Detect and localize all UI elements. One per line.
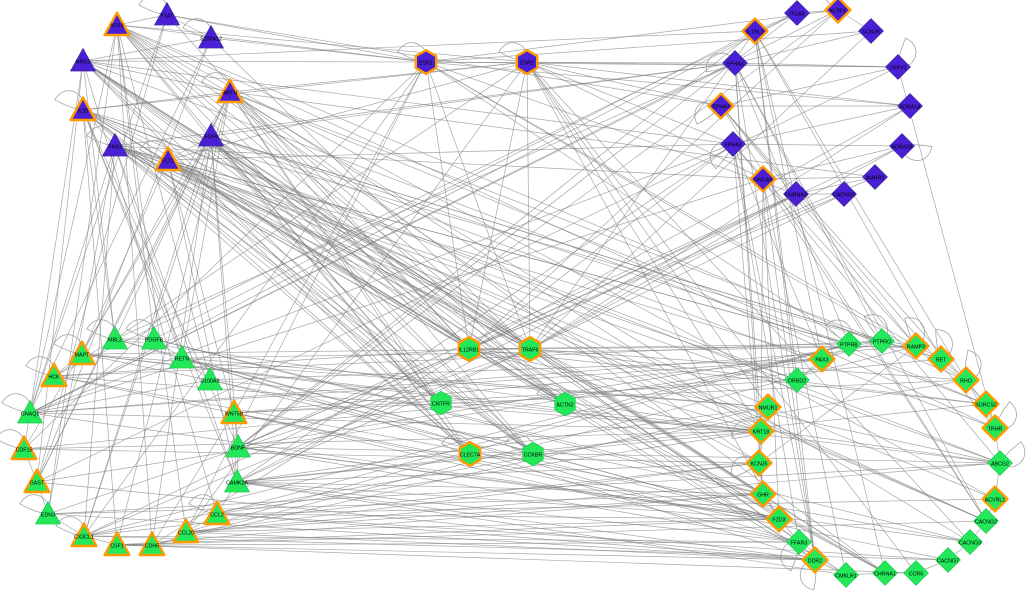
svg-text:ABCG2: ABCG2 xyxy=(991,462,1009,468)
svg-text:IL20: IL20 xyxy=(78,109,88,115)
svg-text:CMKLR1: CMKLR1 xyxy=(835,574,857,580)
svg-text:ARTN: ARTN xyxy=(223,91,237,97)
svg-text:GNAQ1: GNAQ1 xyxy=(21,412,40,418)
svg-text:ITGA8: ITGA8 xyxy=(789,12,804,18)
svg-text:TRHR: TRHR xyxy=(988,427,1003,433)
svg-text:KCNJ5: KCNJ5 xyxy=(751,462,768,468)
svg-text:TRAF6: TRAF6 xyxy=(522,348,539,354)
svg-text:ESR1: ESR1 xyxy=(419,61,433,67)
svg-text:PTPRO: PTPRO xyxy=(873,340,891,346)
svg-text:CAMK2A: CAMK2A xyxy=(226,481,248,487)
svg-text:CHRNA1: CHRNA1 xyxy=(874,572,896,578)
svg-text:KLRF1: KLRF1 xyxy=(830,9,847,15)
svg-text:PDGFB: PDGFB xyxy=(145,338,164,344)
svg-text:ORBD2: ORBD2 xyxy=(788,379,806,385)
svg-text:DDR2: DDR2 xyxy=(808,559,822,565)
svg-text:EPHA4: EPHA4 xyxy=(712,105,729,111)
svg-text:EDN3: EDN3 xyxy=(41,513,55,519)
svg-text:CCL20: CCL20 xyxy=(178,531,195,537)
svg-text:FZD3: FZD3 xyxy=(772,518,785,524)
svg-text:MAPT: MAPT xyxy=(75,353,90,359)
svg-text:CHRNA9: CHRNA9 xyxy=(785,193,807,199)
svg-text:PAX3: PAX3 xyxy=(815,358,828,364)
svg-text:CLEC7A: CLEC7A xyxy=(460,453,481,459)
svg-text:BDNF: BDNF xyxy=(231,446,246,452)
svg-text:ACTN2: ACTN2 xyxy=(556,403,573,409)
svg-text:KRT18: KRT18 xyxy=(753,430,769,436)
svg-text:CCL2: CCL2 xyxy=(210,513,224,519)
svg-text:CNTFR: CNTFR xyxy=(432,402,450,408)
svg-text:ADRA1A: ADRA1A xyxy=(899,105,921,111)
svg-text:FN81: FN81 xyxy=(109,145,122,151)
svg-text:RET: RET xyxy=(936,358,947,364)
svg-text:ACVRL1: ACVRL1 xyxy=(985,498,1006,504)
svg-text:EPHA3: EPHA3 xyxy=(724,143,741,149)
svg-text:RHO: RHO xyxy=(960,379,972,385)
svg-text:CACNG2: CACNG2 xyxy=(975,520,997,526)
svg-text:CDH5: CDH5 xyxy=(145,544,159,550)
svg-text:CX3CL1: CX3CL1 xyxy=(74,535,94,541)
svg-text:WNT5B: WNT5B xyxy=(225,412,244,418)
svg-text:MBL2: MBL2 xyxy=(108,338,122,344)
svg-text:F1AT: F1AT xyxy=(161,14,174,20)
svg-text:NTF3: NTF3 xyxy=(110,24,123,30)
svg-text:GAST: GAST xyxy=(30,481,45,487)
svg-text:IL12RB1: IL12RB1 xyxy=(459,348,480,354)
svg-text:CACNG7: CACNG7 xyxy=(937,559,959,565)
svg-text:RETN: RETN xyxy=(175,357,190,363)
svg-text:SCN3B: SCN3B xyxy=(862,30,880,36)
svg-text:CCKBR: CCKBR xyxy=(524,453,543,459)
svg-text:EPHA5: EPHA5 xyxy=(726,62,743,68)
svg-text:HCK: HCK xyxy=(48,375,60,381)
svg-text:IL1RL2: IL1RL2 xyxy=(746,30,763,36)
svg-text:PTPRB: PTPRB xyxy=(840,343,858,349)
svg-text:TRPV1: TRPV1 xyxy=(889,66,906,72)
svg-text:FFAR3: FFAR3 xyxy=(791,541,808,547)
svg-text:CACNG5: CACNG5 xyxy=(833,193,855,199)
svg-text:GHR: GHR xyxy=(757,493,769,499)
svg-text:S100A12: S100A12 xyxy=(200,37,222,43)
svg-text:CSF1: CSF1 xyxy=(110,544,124,550)
svg-text:ESR2: ESR2 xyxy=(520,61,534,67)
svg-text:SORCS2: SORCS2 xyxy=(975,403,997,409)
svg-text:GNGA8: GNGA8 xyxy=(754,178,773,184)
svg-text:FLT1: FLT1 xyxy=(162,159,174,165)
svg-text:CDF15: CDF15 xyxy=(16,448,33,454)
svg-text:RAMP3: RAMP3 xyxy=(907,345,925,351)
svg-text:ADRA1B: ADRA1B xyxy=(891,145,913,151)
svg-text:AMHR2: AMHR2 xyxy=(866,176,885,182)
svg-text:FGF9: FGF9 xyxy=(204,135,218,141)
svg-text:CCR6: CCR6 xyxy=(909,572,923,578)
svg-text:CACNG3: CACNG3 xyxy=(959,541,981,547)
svg-text:NMUR1: NMUR1 xyxy=(759,406,778,412)
svg-text:S100A9: S100A9 xyxy=(201,379,220,385)
svg-text:NRG1: NRG1 xyxy=(76,60,91,66)
